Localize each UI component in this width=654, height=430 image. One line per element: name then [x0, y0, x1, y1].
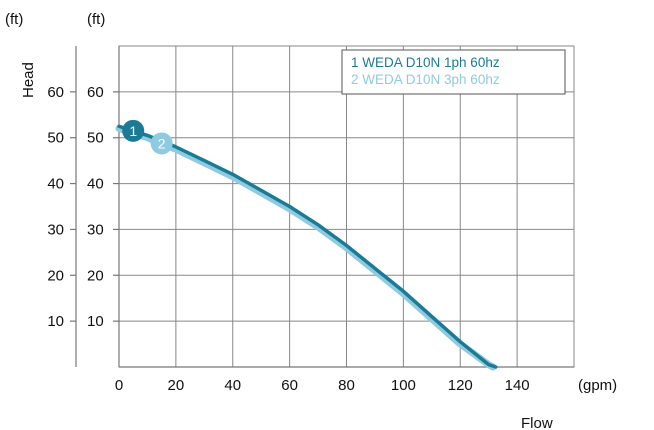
series-1-line — [117, 124, 498, 369]
tick-labels: 10 10 20 20 30 30 40 40 50 50 60 60 0 20 40 60 80 100 120 1… — [47, 84, 529, 394]
y-tick-label-left: 60 — [47, 84, 64, 101]
y-tick-label-right: 50 — [87, 130, 104, 147]
y-tick-label-right: 40 — [87, 176, 104, 193]
series-2-marker-label: 2 — [158, 135, 166, 151]
y-tick-label-right: 20 — [87, 267, 104, 284]
x-tick-label: 120 — [448, 377, 473, 394]
axes — [70, 46, 574, 368]
x-tick-label: 80 — [338, 377, 355, 394]
x-tick-label: 60 — [281, 377, 298, 394]
y-unit-right: (ft) — [87, 11, 105, 28]
y-tick-label-left: 20 — [47, 267, 64, 284]
y-tick-label-left: 30 — [47, 221, 64, 238]
x-tick-label: 40 — [224, 377, 241, 394]
y-tick-label-left: 40 — [47, 176, 64, 193]
y-tick-label-right: 60 — [87, 84, 104, 101]
y-tick-label-left: 50 — [47, 130, 64, 147]
series-group: 12 — [115, 119, 498, 371]
x-tick-label: 140 — [505, 377, 530, 394]
x-tick-label: 100 — [391, 377, 416, 394]
legend: 1 WEDA D10N 1ph 60hz 2 WEDA D10N 3ph 60hz — [341, 49, 566, 95]
legend-entry-1: 1 WEDA D10N 1ph 60hz — [351, 55, 500, 70]
series-2-marker — [150, 132, 173, 155]
legend-entry-2: 2 WEDA D10N 3ph 60hz — [351, 72, 500, 87]
series-2-line — [115, 125, 497, 371]
series-1-marker-label: 1 — [129, 123, 137, 139]
x-tick-label: 20 — [168, 377, 185, 394]
y-tick-label-left: 10 — [47, 313, 64, 330]
y-tick-label-right: 10 — [87, 313, 104, 330]
y-unit-left: (ft) — [5, 11, 23, 28]
x-unit: (gpm) — [578, 377, 617, 394]
x-tick-label: 0 — [115, 377, 123, 394]
legend-box — [341, 49, 566, 95]
x-axis-label: Flow — [521, 415, 553, 430]
series-1-marker — [122, 119, 145, 142]
y-axis-label: Head — [20, 62, 37, 98]
y-tick-label-right: 30 — [87, 221, 104, 238]
